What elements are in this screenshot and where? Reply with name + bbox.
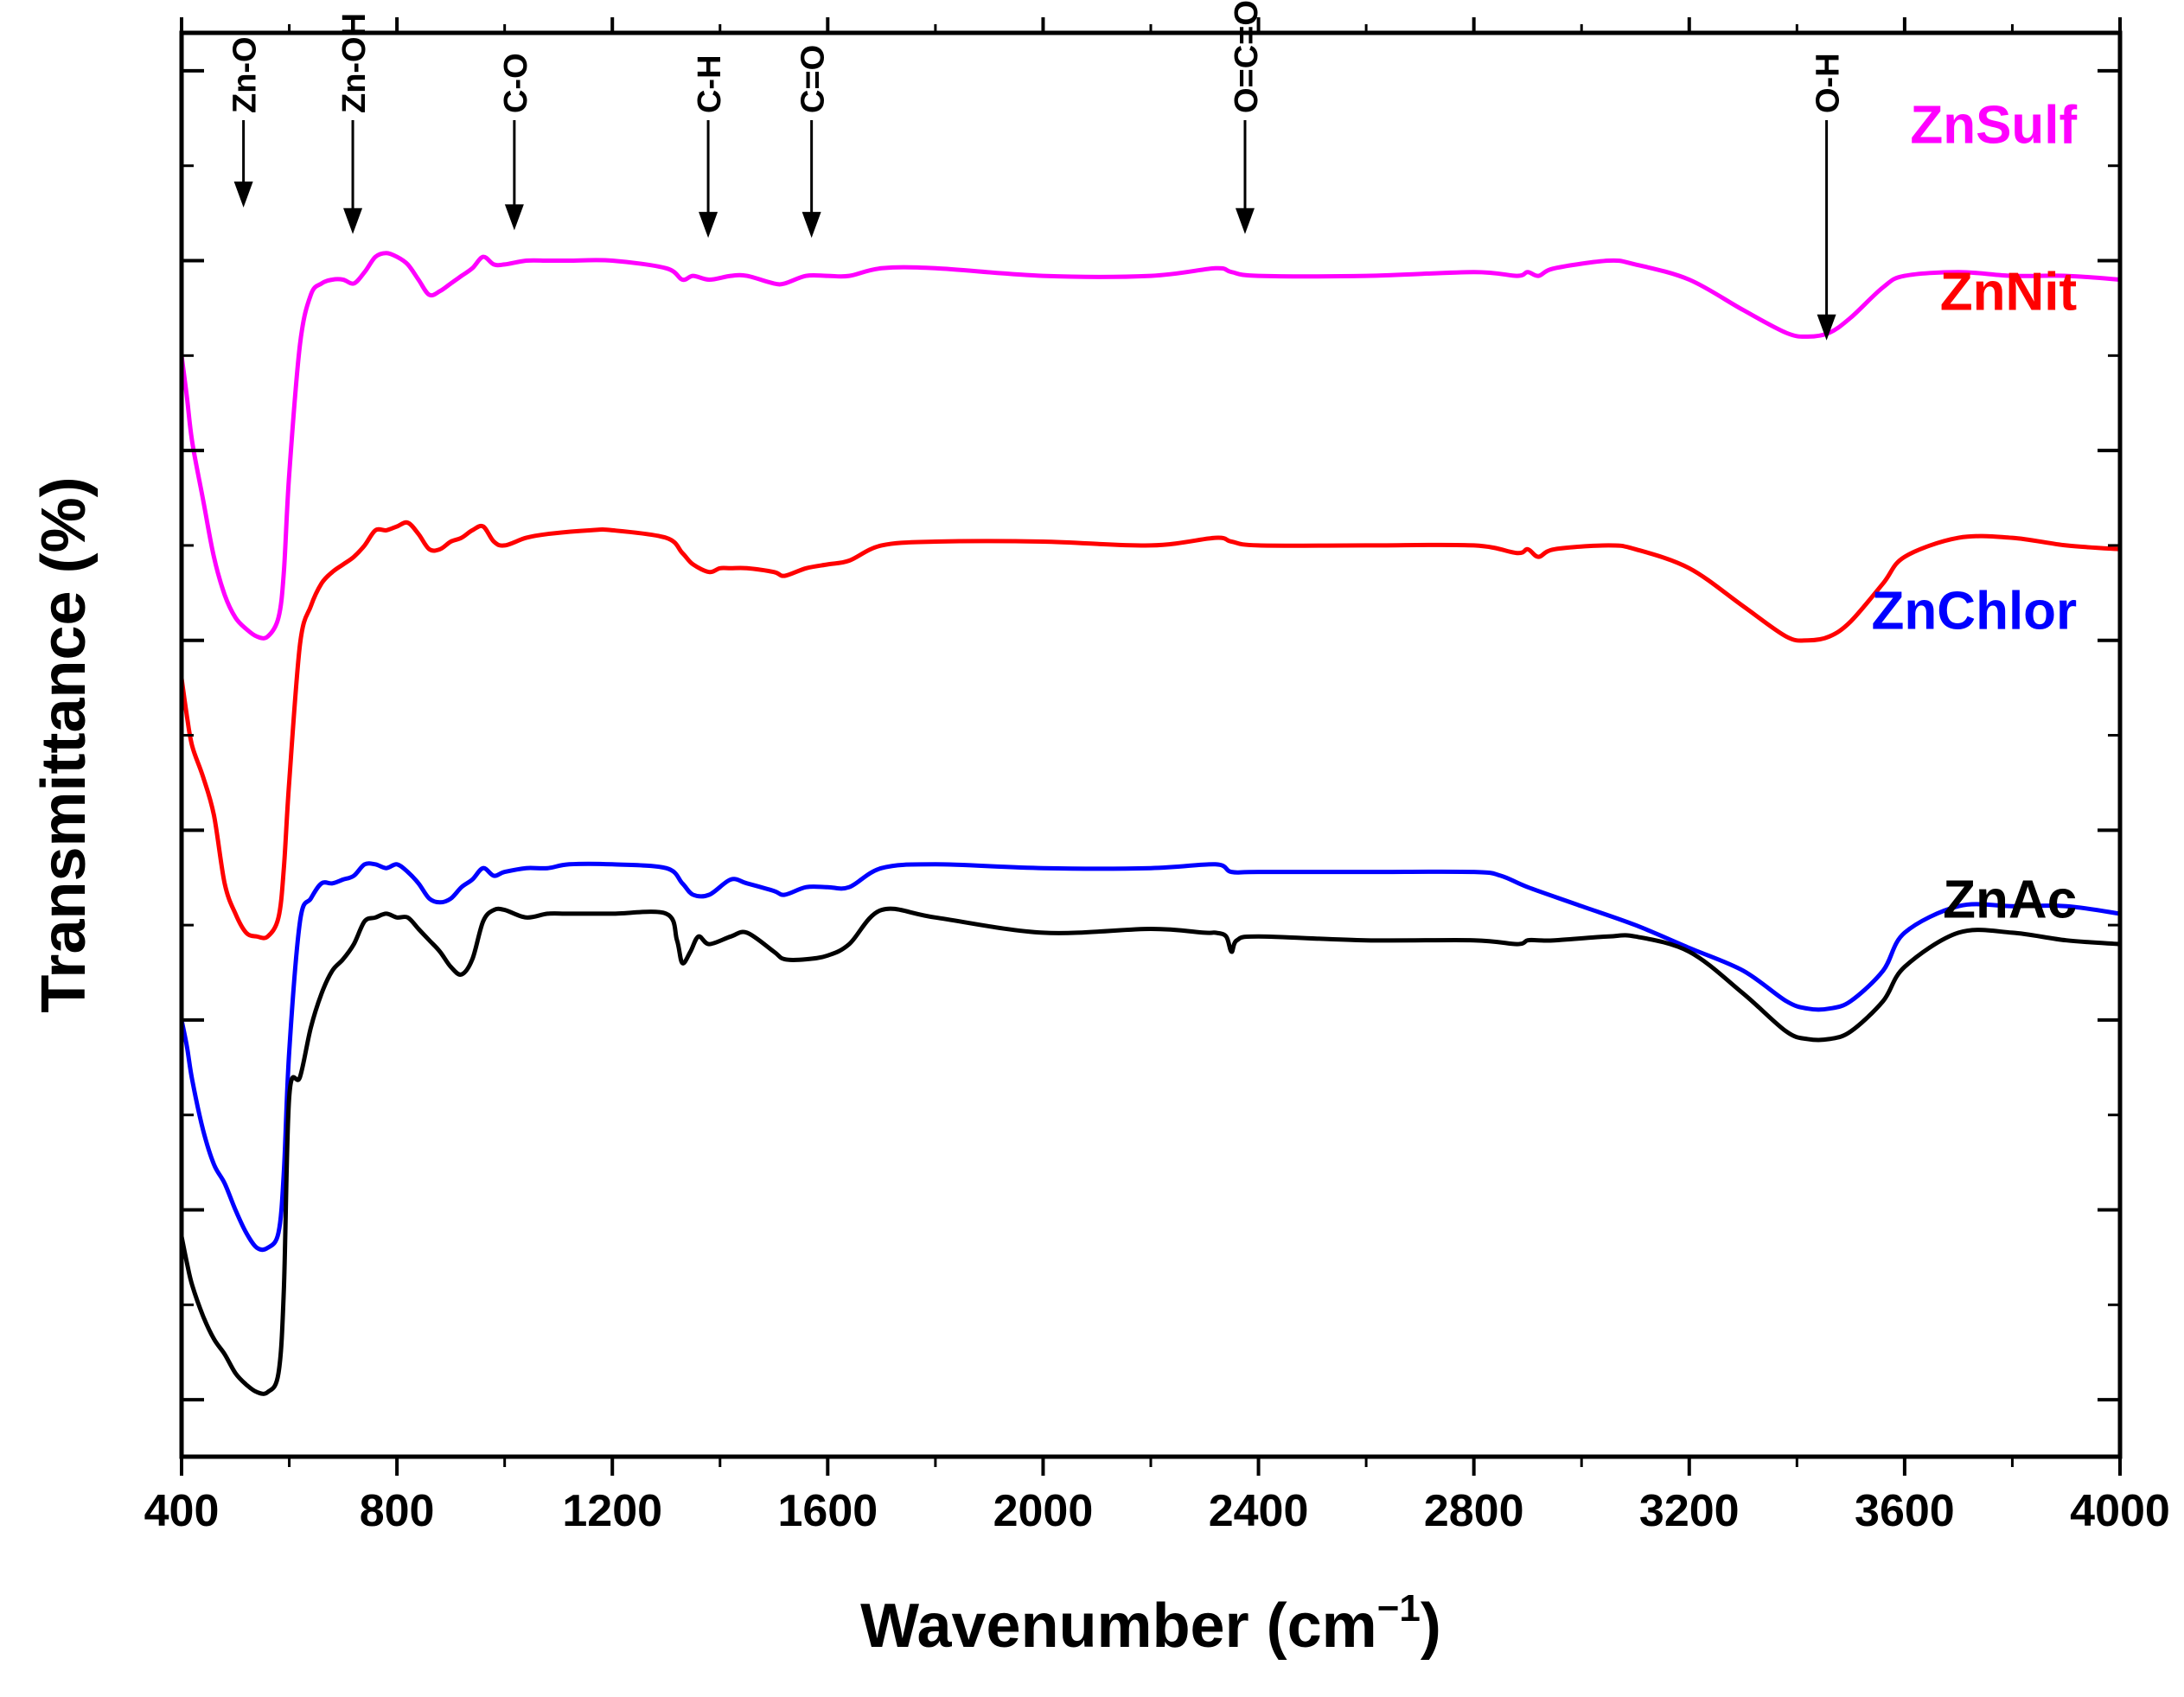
annotation-c-o: C=O bbox=[795, 45, 832, 239]
x-axis-title-close: ) bbox=[1421, 1592, 1441, 1661]
x-tick-label: 400 bbox=[144, 1486, 220, 1536]
annotation-label: O=C=O bbox=[1229, 0, 1265, 113]
annotation-label: Zn-O bbox=[227, 36, 264, 113]
y-axis-title: Transmittance (%) bbox=[29, 476, 99, 1012]
annotation-arrowhead bbox=[1817, 314, 1836, 341]
series-label-znsulf: ZnSulf bbox=[1910, 95, 2077, 155]
series-line-znnit bbox=[179, 520, 2123, 941]
x-tick-label: 3200 bbox=[1639, 1486, 1740, 1536]
series-layer bbox=[179, 251, 2123, 1396]
annotation-label: C-H bbox=[692, 54, 728, 113]
series-label-znnit: ZnNit bbox=[1940, 263, 2077, 322]
x-tick-label: 2400 bbox=[1209, 1486, 1309, 1536]
x-axis-title-superscript: −1 bbox=[1377, 1587, 1421, 1630]
series-label-znac: ZnAc bbox=[1943, 870, 2077, 929]
series-line-znac bbox=[179, 906, 2123, 1396]
y-axis-ticks bbox=[182, 68, 2120, 1402]
annotation-arrowhead bbox=[343, 207, 363, 234]
annotation-layer: Zn-O Zn-OH C-O C-H C=O O=C=O O-H bbox=[227, 0, 1847, 341]
annotation-label: O-H bbox=[1810, 53, 1847, 113]
x-tick-label: 2800 bbox=[1424, 1486, 1524, 1536]
annotation-arrowhead bbox=[801, 212, 821, 239]
annotation-o-h: O-H bbox=[1810, 53, 1847, 341]
x-axis-ticks: 400 800 1200 1600 2000 2400 2800 3200 3600 4000 bbox=[144, 17, 2170, 1536]
series-line-znchlor bbox=[179, 861, 2123, 1253]
x-tick-label: 4000 bbox=[2070, 1486, 2170, 1536]
annotation-c-h: C-H bbox=[692, 54, 728, 239]
annotation-zn-o: Zn-O bbox=[227, 36, 264, 208]
x-tick-label: 3600 bbox=[1855, 1486, 1955, 1536]
x-axis-title-main: Wavenumber (cm bbox=[860, 1592, 1376, 1661]
annotation-arrowhead bbox=[699, 212, 718, 239]
annotation-label: Zn-OH bbox=[336, 13, 373, 113]
series-label-layer: ZnSulf ZnNit ZnChlor ZnAc bbox=[1872, 95, 2078, 929]
annotation-zn-oh: Zn-OH bbox=[336, 13, 373, 234]
annotation-c-o: C-O bbox=[498, 53, 534, 231]
x-tick-label: 1600 bbox=[777, 1486, 878, 1536]
annotation-label: C-O bbox=[498, 53, 534, 113]
x-tick-label: 2000 bbox=[993, 1486, 1094, 1536]
annotation-arrowhead bbox=[1235, 207, 1255, 234]
x-axis-title: Wavenumber (cm−1) bbox=[860, 1587, 1441, 1661]
series-line-znsulf bbox=[179, 251, 2123, 641]
annotation-arrowhead bbox=[504, 204, 524, 231]
annotation-arrowhead bbox=[233, 182, 253, 208]
annotation-label: C=O bbox=[795, 45, 832, 113]
x-tick-label: 800 bbox=[360, 1486, 435, 1536]
series-label-znchlor: ZnChlor bbox=[1872, 582, 2078, 641]
x-tick-label: 1200 bbox=[562, 1486, 662, 1536]
